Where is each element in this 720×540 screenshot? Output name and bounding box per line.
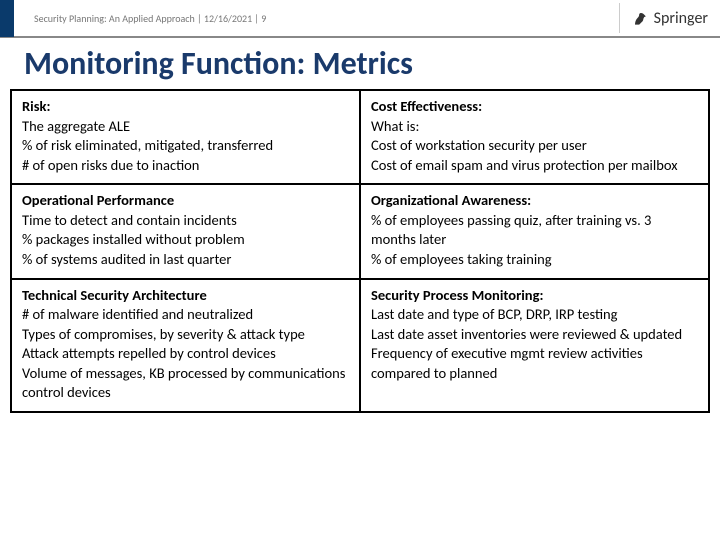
cell-body: The aggregate ALE % of risk eliminated, … [22, 117, 349, 176]
cell-body: Time to detect and contain incidents % p… [22, 211, 349, 270]
cell-heading: Security Process Monitoring: [371, 286, 698, 306]
cell-body: Last date and type of BCP, DRP, IRP test… [371, 305, 698, 383]
page-title: Monitoring Function: Metrics [0, 38, 720, 89]
cell-cost-effectiveness: Cost Effectiveness: What is: Cost of wor… [360, 90, 709, 184]
publisher-logo: Springer [630, 8, 708, 28]
cell-technical-security: Technical Security Architecture # of mal… [11, 279, 360, 412]
cell-risk: Risk: The aggregate ALE % of risk elimin… [11, 90, 360, 184]
cell-heading: Operational Performance [22, 191, 349, 211]
header-divider [619, 3, 620, 33]
cell-security-process-monitoring: Security Process Monitoring: Last date a… [360, 279, 709, 412]
cell-heading: Cost Effectiveness: [371, 97, 698, 117]
cell-organizational-awareness: Organizational Awareness: % of employees… [360, 184, 709, 278]
cell-body: What is: Cost of workstation security pe… [371, 117, 698, 176]
cell-heading: Organizational Awareness: [371, 191, 698, 211]
cell-heading: Technical Security Architecture [22, 286, 349, 306]
breadcrumb: Security Planning: An Applied Approach |… [34, 12, 609, 25]
cell-body: # of malware identified and neutralized … [22, 305, 349, 403]
cell-heading: Risk: [22, 97, 349, 117]
cell-operational-performance: Operational Performance Time to detect a… [11, 184, 360, 278]
slide-header: Security Planning: An Applied Approach |… [0, 0, 720, 38]
publisher-name: Springer [654, 9, 708, 28]
accent-bar [0, 0, 14, 37]
cell-body: % of employees passing quiz, after train… [371, 211, 698, 270]
horse-icon [630, 8, 650, 28]
metrics-table: Risk: The aggregate ALE % of risk elimin… [10, 89, 710, 413]
